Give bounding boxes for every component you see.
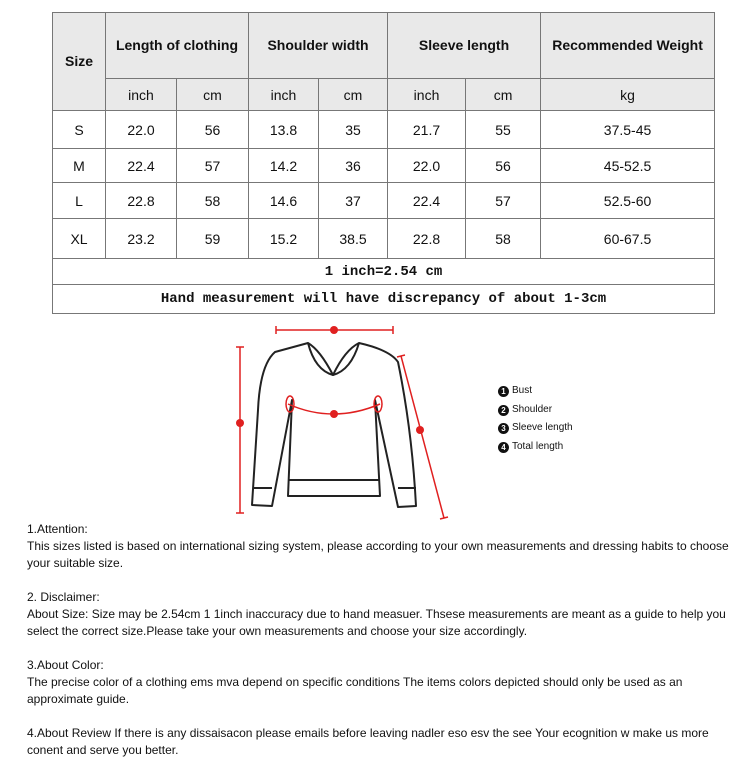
value-cell: 52.5-60 (540, 182, 716, 219)
sweater-outline (251, 342, 417, 508)
note-title: 2. Disclaimer: (27, 590, 100, 604)
note-disclaimer: 2. Disclaimer: About Size: Size may be 2.… (27, 589, 742, 640)
unit: inch (248, 78, 319, 111)
value-cell: 58 (465, 218, 542, 259)
legend-label: Bust (512, 385, 533, 396)
header-row: Size Length of clothing Shoulder width S… (52, 12, 716, 111)
number-badge-icon: 3 (498, 423, 509, 434)
header-sleeve: Sleeve length (387, 12, 542, 79)
measure-lines (236, 326, 449, 520)
note-body: The precise color of a clothing ems mva … (27, 675, 683, 706)
legend-label: Shoulder (512, 403, 553, 415)
value-cell: 35 (317, 110, 389, 149)
unit: kg (540, 78, 716, 111)
value-cell: 22.0 (387, 148, 467, 183)
unit: inch (387, 78, 467, 111)
note-body: This sizes listed is based on internatio… (27, 539, 729, 570)
header-weight: Recommended Weight (540, 12, 716, 79)
value-cell: 55 (465, 110, 542, 149)
note-title: 3.About Color: (27, 658, 104, 672)
value-cell: 15.2 (248, 218, 319, 259)
unit: cm (176, 78, 249, 111)
value-cell: 22.8 (387, 218, 467, 259)
value-cell: 36 (317, 148, 389, 183)
value-cell: 45-52.5 (540, 148, 716, 183)
legend-item-total: 4 Total length (498, 438, 573, 457)
value-cell: 22.0 (105, 110, 177, 149)
number-badge-icon: 2 (498, 404, 509, 416)
sleeve-line (396, 354, 449, 520)
number-badge-icon: 1 (498, 386, 509, 397)
header-size: Size (52, 12, 106, 111)
note-body: 4.About Review If there is any dissaisac… (27, 726, 709, 757)
legend-label: Total length (512, 440, 564, 452)
value-cell: 14.6 (248, 182, 319, 219)
value-cell: 22.4 (387, 182, 467, 219)
unit: cm (317, 78, 389, 111)
size-cell: S (52, 110, 106, 149)
diagram-legend: 1 Bust 2 Shoulder 3 Sleeve length 4 Total le… (498, 382, 573, 456)
value-cell: 57 (176, 148, 249, 183)
value-cell: 22.8 (105, 182, 177, 219)
unit: inch (105, 78, 177, 111)
size-cell: L (52, 182, 106, 219)
table-row: L 22.8 58 14.6 37 22.4 57 52.5-60 (52, 182, 716, 219)
note-color: 3.About Color: The precise color of a clo… (27, 657, 742, 708)
legend-label: Sleeve length (512, 422, 573, 433)
legend-item-bust: 1 Bust (498, 382, 573, 401)
header-shoulder: Shoulder width (247, 12, 389, 79)
note-body: About Size: Size may be 2.54cm 1 1inch i… (27, 607, 726, 638)
value-cell: 57 (465, 182, 542, 219)
value-cell: 38.5 (317, 218, 389, 259)
value-cell: 58 (176, 182, 249, 219)
sweater-diagram (236, 326, 449, 520)
size-cell: M (52, 148, 106, 183)
number-badge-icon: 4 (498, 441, 509, 453)
value-cell: 13.8 (248, 110, 319, 149)
value-cell: 56 (176, 110, 249, 149)
value-cell: 21.7 (387, 110, 467, 149)
value-cell: 60-67.5 (540, 218, 716, 259)
legend-item-sleeve: 3 Sleeve length (498, 419, 573, 438)
note-review: 4.About Review If there is any dissaisac… (27, 725, 742, 759)
unit: cm (465, 78, 542, 111)
table-row: S 22.0 56 13.8 35 21.7 55 37.5-45 (52, 110, 716, 149)
note-attention: 1.Attention: This sizes listed is based o… (27, 521, 742, 572)
total-length-line (236, 346, 244, 514)
note-title: 1.Attention: (27, 522, 88, 536)
table-row: M 22.4 57 14.2 36 22.0 56 45-52.5 (52, 148, 716, 183)
units-row: inch cm inch cm inch cm kg (53, 78, 716, 111)
value-cell: 23.2 (105, 218, 177, 259)
measurement-note: Hand measurement will have discrepancy o… (51, 284, 716, 314)
value-cell: 37.5-45 (540, 110, 716, 149)
value-cell: 59 (176, 218, 249, 259)
value-cell: 56 (465, 148, 542, 183)
measure-markers (236, 326, 424, 434)
value-cell: 22.4 (105, 148, 177, 183)
table-row: XL 23.2 59 15.2 38.5 22.8 58 60-67.5 (52, 218, 716, 259)
legend-item-shoulder: 2 Shoulder (498, 401, 573, 420)
size-cell: XL (52, 218, 106, 259)
notes-section: 1.Attention: This sizes listed is based o… (27, 521, 742, 776)
value-cell: 14.2 (248, 148, 319, 183)
size-chart-table: Size Length of clothing Shoulder width S… (51, 12, 716, 314)
value-cell: 37 (317, 182, 389, 219)
conversion-note: 1 inch=2.54 cm (51, 258, 716, 285)
header-length: Length of clothing (105, 12, 249, 79)
